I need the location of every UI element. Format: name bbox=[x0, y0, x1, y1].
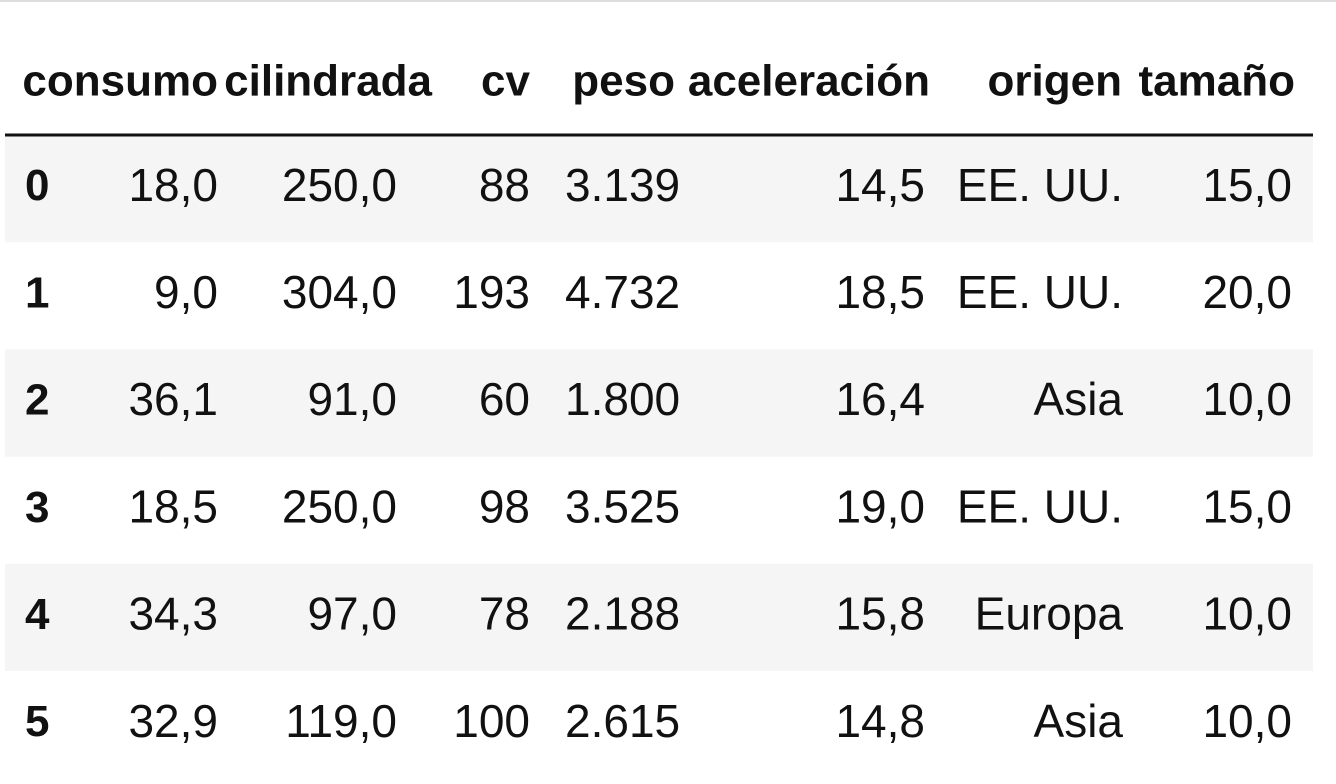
table-cell: 18,5 bbox=[835, 266, 925, 318]
table-cell: 20,0 bbox=[1202, 266, 1292, 318]
row-stripe bbox=[5, 135, 1313, 243]
table-cell: 304,0 bbox=[282, 266, 397, 318]
column-header: tamaño bbox=[1139, 57, 1295, 106]
table-cell: 15,8 bbox=[835, 588, 925, 640]
row-index: 1 bbox=[25, 268, 49, 317]
table-cell: 250,0 bbox=[282, 480, 397, 532]
column-header: peso bbox=[572, 57, 675, 106]
row-index: 0 bbox=[25, 161, 49, 210]
table-cell: 119,0 bbox=[285, 695, 397, 747]
table-cell: 91,0 bbox=[307, 373, 397, 425]
top-edge bbox=[0, 0, 1336, 2]
row-stripe bbox=[5, 563, 1313, 671]
table-cell: EE. UU. bbox=[957, 159, 1123, 211]
column-header: cilindrada bbox=[224, 57, 432, 106]
table-cell: 19,0 bbox=[835, 480, 925, 532]
table-cell: EE. UU. bbox=[957, 480, 1123, 532]
row-index: 2 bbox=[25, 376, 49, 425]
table-cell: 98 bbox=[479, 480, 530, 532]
table-cell: 1.800 bbox=[565, 373, 680, 425]
table-cell: 193 bbox=[453, 266, 530, 318]
table-cell: 18,5 bbox=[128, 480, 218, 532]
table-cell: 2.188 bbox=[565, 588, 680, 640]
table-cell: 14,5 bbox=[835, 159, 925, 211]
table-cell: 3.139 bbox=[565, 159, 680, 211]
table-cell: 3.525 bbox=[565, 480, 680, 532]
table-cell: 100 bbox=[453, 695, 530, 747]
table-cell: 60 bbox=[479, 373, 530, 425]
table-cell: 15,0 bbox=[1202, 159, 1292, 211]
row-index: 3 bbox=[25, 483, 49, 532]
table-cell: 88 bbox=[479, 159, 530, 211]
table-cell: 16,4 bbox=[835, 373, 925, 425]
column-header: origen bbox=[988, 57, 1122, 106]
table-cell: 10,0 bbox=[1202, 695, 1292, 747]
table-cell: 2.615 bbox=[565, 695, 680, 747]
table-cell: 78 bbox=[479, 588, 530, 640]
column-header: consumo bbox=[22, 57, 218, 106]
column-header: cv bbox=[481, 57, 530, 106]
column-header: aceleración bbox=[688, 57, 930, 106]
table-cell: 32,9 bbox=[128, 695, 218, 747]
table-cell: 18,0 bbox=[128, 159, 218, 211]
table-cell: EE. UU. bbox=[957, 266, 1123, 318]
row-index: 4 bbox=[25, 590, 50, 639]
table-cell: 36,1 bbox=[128, 373, 218, 425]
table-cell: 10,0 bbox=[1202, 373, 1292, 425]
table-cell: 15,0 bbox=[1202, 480, 1292, 532]
table-cell: 14,8 bbox=[835, 695, 925, 747]
table-cell: 97,0 bbox=[307, 588, 397, 640]
row-index: 5 bbox=[25, 697, 49, 746]
table-cell: 4.732 bbox=[565, 266, 680, 318]
table-cell: 9,0 bbox=[154, 266, 218, 318]
table-cell: Asia bbox=[1034, 373, 1124, 425]
table-cell: Europa bbox=[975, 588, 1124, 640]
table-cell: Asia bbox=[1034, 695, 1124, 747]
row-stripe bbox=[5, 349, 1313, 457]
table-cell: 34,3 bbox=[128, 588, 218, 640]
table-cell: 10,0 bbox=[1202, 588, 1292, 640]
table-cell: 250,0 bbox=[282, 159, 397, 211]
